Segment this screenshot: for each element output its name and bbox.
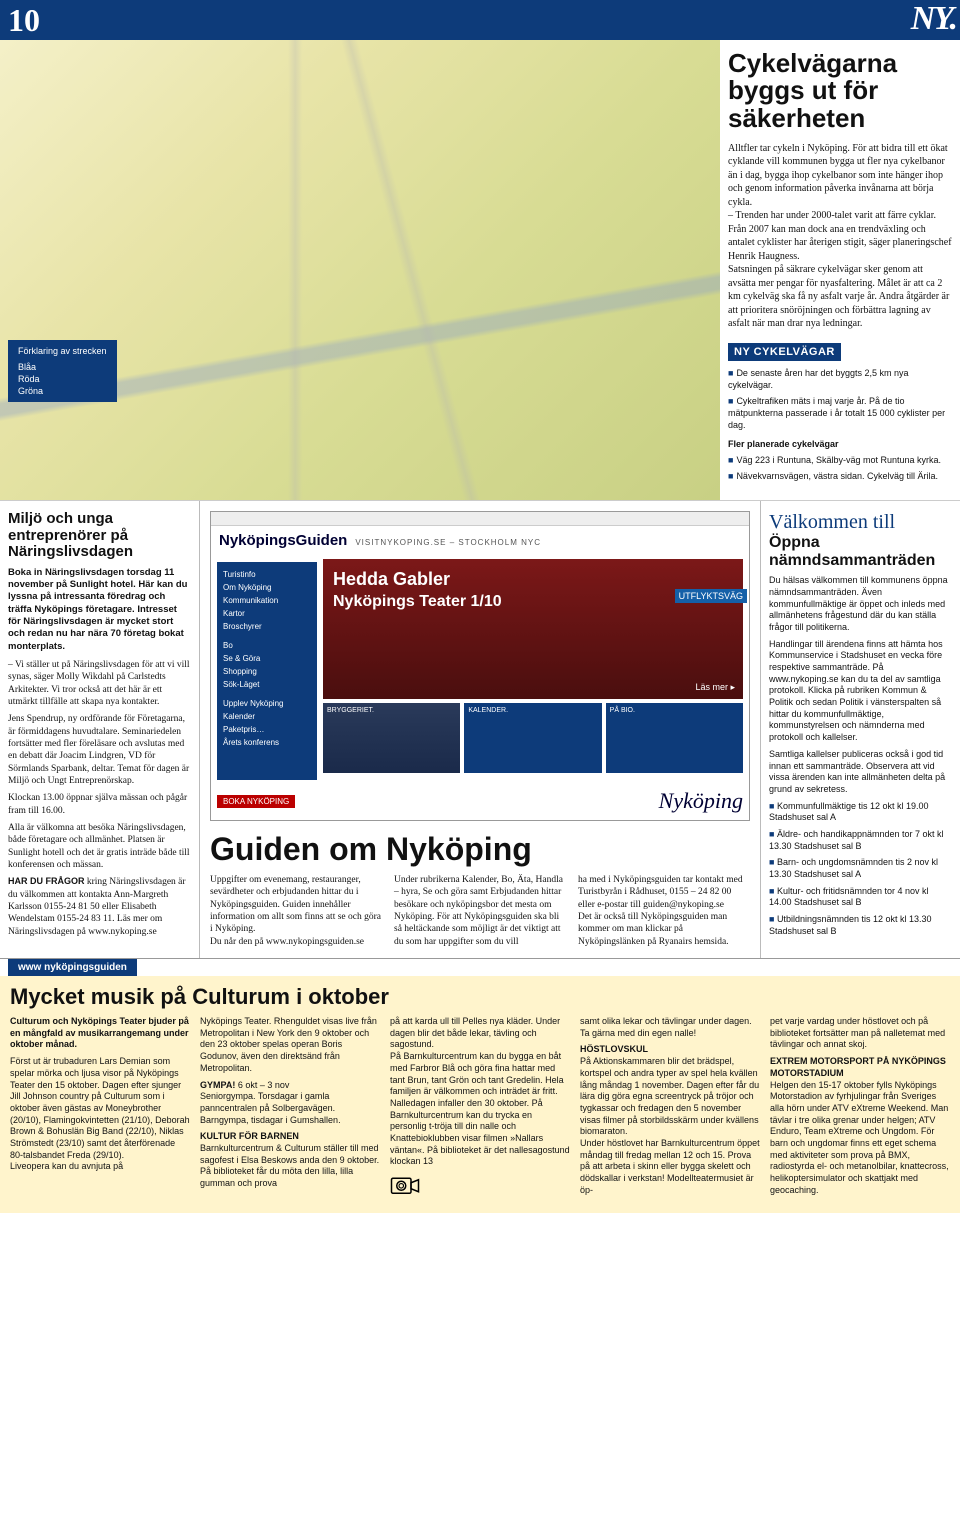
boka-button[interactable]: BOKA NYKÖPING xyxy=(217,795,295,808)
valkommen-article: Välkommen till Öppna nämndsammanträden D… xyxy=(760,501,960,958)
cykel-article: Cykelvägarna byggs ut för säkerheten All… xyxy=(720,40,960,500)
har-du-fragor-label: HAR DU FRÅGOR xyxy=(8,876,85,886)
culturum-heading: Mycket musik på Culturum i oktober xyxy=(10,984,950,1010)
naringsliv-article: Miljö och unga entreprenörer på Näringsl… xyxy=(0,501,200,958)
guide-heading: Guiden om Nyköping xyxy=(210,831,750,868)
map-legend: Förklaring av strecken Blåa Röda Gröna xyxy=(8,340,117,402)
promo-cards: BRYGGERIET. KALENDER. PÅ BIO. xyxy=(323,703,743,773)
site-header: NyköpingsGuiden VISITNYKOPING.SE – STOCK… xyxy=(211,526,749,555)
guide-article: NyköpingsGuiden VISITNYKOPING.SE – STOCK… xyxy=(200,501,760,958)
valkommen-script: Välkommen till xyxy=(769,511,952,534)
section-tab: www nyköpingsguiden xyxy=(8,959,137,976)
mid-row: Miljö och unga entreprenörer på Näringsl… xyxy=(0,501,960,959)
meetings-list: ■ Kommunfullmäktige tis 12 okt kl 19.00 … xyxy=(769,801,952,938)
legend-title: Förklaring av strecken xyxy=(18,346,107,356)
browser-chrome xyxy=(211,512,749,526)
utflykt-badge: UTFLYKTSVÄG xyxy=(675,589,747,603)
las-mer-link[interactable]: Läs mer ▸ xyxy=(695,682,735,693)
nykoping-brand: Nyköping xyxy=(659,788,743,814)
ny-cykelvagar-label: NY CYKELVÄGAR xyxy=(728,343,841,361)
cykel-bullets: ■De senaste åren har det byggts 2,5 km n… xyxy=(728,367,952,482)
cycle-map: Förklaring av strecken Blåa Röda Gröna xyxy=(0,40,720,500)
legend-item: Gröna xyxy=(18,386,107,396)
legend-item: Blåa xyxy=(18,362,107,372)
valkommen-heading: Öppna nämndsammanträden xyxy=(769,534,952,569)
page-number: 10 xyxy=(8,2,40,39)
culturum-section: Mycket musik på Culturum i oktober Cultu… xyxy=(0,976,960,1213)
site-footer: BOKA NYKÖPING Nyköping xyxy=(217,788,743,814)
cykel-body: Alltfler tar cykeln i Nyköping. För att … xyxy=(728,142,952,331)
map-section: Förklaring av strecken Blåa Röda Gröna C… xyxy=(0,40,960,501)
legend-item: Röda xyxy=(18,374,107,384)
culturum-columns: Culturum och Nyköpings Teater bjuder på … xyxy=(10,1016,950,1201)
cykel-heading: Cykelvägarna byggs ut för säkerheten xyxy=(728,50,952,132)
header-bar: 10 NY. xyxy=(0,0,960,40)
hero-banner: Hedda Gabler Nyköpings Teater 1/10 UTFLY… xyxy=(323,559,743,699)
guide-body: Uppgifter om evenemang, restauranger, se… xyxy=(210,874,750,948)
site-sidebar: TuristinfoOm Nyköping KommunikationKarto… xyxy=(217,562,317,780)
naringsliv-intro: Boka in Näringslivsdagen torsdag 11 nove… xyxy=(8,567,191,653)
guide-screenshot: NyköpingsGuiden VISITNYKOPING.SE – STOCK… xyxy=(210,511,750,821)
camera-icon xyxy=(390,1173,420,1197)
ny-logo: NY. xyxy=(911,0,956,38)
naringsliv-heading: Miljö och unga entreprenörer på Näringsl… xyxy=(8,511,191,561)
